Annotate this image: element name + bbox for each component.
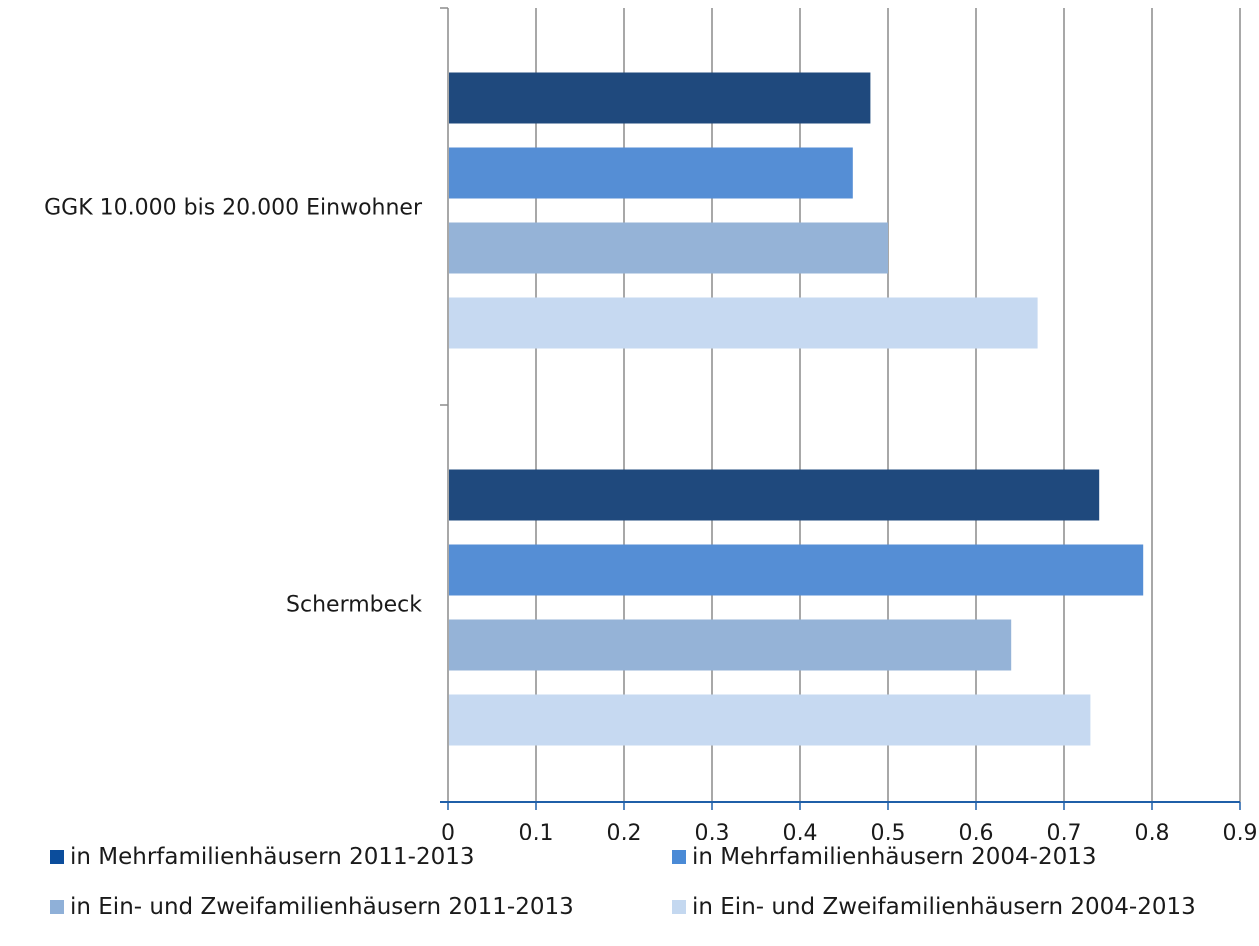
legend-item: in Mehrfamilienhäusern 2004-2013 — [672, 844, 1097, 870]
legend-label: in Mehrfamilienhäusern 2011-2013 — [70, 844, 475, 870]
legend-swatch — [672, 900, 686, 914]
category-label: GGK 10.000 bis 20.000 Einwohner — [44, 196, 423, 221]
legend-swatch — [50, 900, 64, 914]
legend-label: in Mehrfamilienhäusern 2004-2013 — [692, 844, 1097, 870]
bar — [449, 298, 1038, 349]
gridlines — [536, 8, 1240, 802]
bar — [449, 73, 870, 124]
legend-label: in Ein- und Zweifamilienhäusern 2011-201… — [70, 894, 574, 920]
x-tick-label: 0 — [441, 821, 455, 840]
x-tick-label: 0,6 — [959, 821, 994, 840]
x-tick-label: 0,4 — [783, 821, 818, 840]
bar — [449, 620, 1011, 671]
legend-swatch — [50, 850, 64, 864]
bar — [449, 470, 1099, 521]
bar — [449, 223, 888, 274]
bars — [449, 73, 1143, 746]
x-tick-label: 0,7 — [1047, 821, 1082, 840]
x-tick-labels: 0 0,1 0,2 0,3 0,4 0,5 0,6 0,7 0,8 0,9 — [441, 821, 1258, 840]
x-tick-label: 0,5 — [871, 821, 906, 840]
legend: in Mehrfamilienhäusern 2011-2013 in Mehr… — [50, 844, 1250, 944]
category-labels: GGK 10.000 bis 20.000 Einwohner Schermbec… — [44, 196, 423, 618]
legend-item: in Ein- und Zweifamilienhäusern 2011-201… — [50, 894, 574, 920]
x-tick-label: 0,8 — [1135, 821, 1170, 840]
legend-label: in Ein- und Zweifamilienhäusern 2004-201… — [692, 894, 1196, 920]
bar — [449, 148, 853, 199]
category-label: Schermbeck — [286, 593, 422, 618]
axes — [440, 8, 1240, 810]
x-tick-label: 0,2 — [607, 821, 642, 840]
bar — [449, 695, 1090, 746]
bar-chart: 0 0,1 0,2 0,3 0,4 0,5 0,6 0,7 0,8 0,9 GGK 10.000 … — [0, 0, 1259, 840]
x-tick-label: 0,9 — [1223, 821, 1258, 840]
legend-item: in Mehrfamilienhäusern 2011-2013 — [50, 844, 475, 870]
legend-swatch — [672, 850, 686, 864]
legend-item: in Ein- und Zweifamilienhäusern 2004-201… — [672, 894, 1196, 920]
bar — [449, 545, 1143, 596]
x-tick-label: 0,1 — [519, 821, 554, 840]
x-tick-label: 0,3 — [695, 821, 730, 840]
